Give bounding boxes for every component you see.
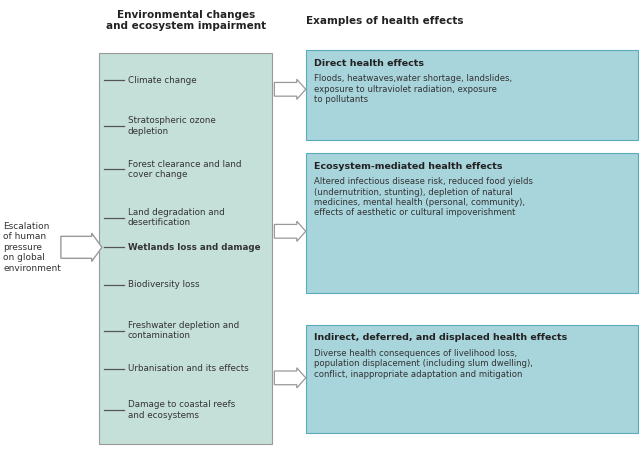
Text: Examples of health effects: Examples of health effects (306, 16, 464, 26)
Text: Forest clearance and land
cover change: Forest clearance and land cover change (128, 160, 241, 179)
Text: Wetlands loss and damage: Wetlands loss and damage (128, 243, 260, 252)
FancyArrow shape (274, 79, 306, 99)
Text: Ecosystem-mediated health effects: Ecosystem-mediated health effects (314, 162, 503, 171)
Text: Environmental changes
and ecosystem impairment: Environmental changes and ecosystem impa… (106, 10, 266, 32)
Text: Altered infectious disease risk, reduced food yields
(undernutrition, stunting),: Altered infectious disease risk, reduced… (314, 177, 533, 218)
Text: Direct health effects: Direct health effects (314, 59, 424, 68)
FancyBboxPatch shape (306, 50, 638, 140)
Text: Damage to coastal reefs
and ecosystems: Damage to coastal reefs and ecosystems (128, 400, 235, 420)
Text: Diverse health consequences of livelihood loss,
population displacement (includi: Diverse health consequences of livelihoo… (314, 349, 533, 379)
FancyArrow shape (274, 368, 306, 388)
Text: Urbanisation and its effects: Urbanisation and its effects (128, 364, 248, 373)
Text: Escalation
of human
pressure
on global
environment: Escalation of human pressure on global e… (3, 222, 61, 273)
Text: Land degradation and
desertification: Land degradation and desertification (128, 208, 224, 227)
FancyBboxPatch shape (99, 53, 272, 444)
Text: Climate change: Climate change (128, 76, 196, 85)
Text: Indirect, deferred, and displaced health effects: Indirect, deferred, and displaced health… (314, 333, 567, 343)
Text: Stratospheric ozone
depletion: Stratospheric ozone depletion (128, 116, 215, 136)
Text: Floods, heatwaves,water shortage, landslides,
exposure to ultraviolet radiation,: Floods, heatwaves,water shortage, landsl… (314, 74, 512, 104)
FancyBboxPatch shape (306, 325, 638, 433)
Text: Freshwater depletion and
contamination: Freshwater depletion and contamination (128, 321, 239, 340)
Text: Biodiversity loss: Biodiversity loss (128, 280, 199, 289)
FancyArrow shape (274, 221, 306, 241)
FancyBboxPatch shape (306, 153, 638, 293)
FancyArrow shape (61, 233, 102, 262)
